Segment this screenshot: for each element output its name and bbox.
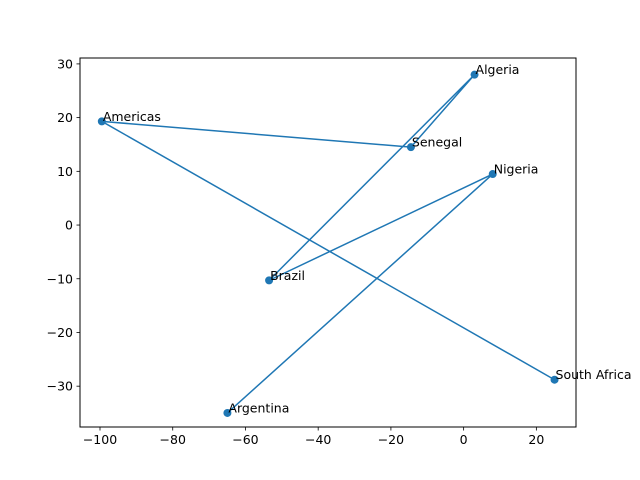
data-point [97, 117, 106, 126]
data-point [488, 170, 497, 179]
x-tick-label: −80 [160, 432, 186, 447]
data-point [470, 70, 479, 79]
y-axis: −30 −20 −10 0 10 20 30 [47, 56, 80, 394]
y-tick-label: −10 [47, 271, 73, 286]
axes-frame [79, 57, 577, 428]
x-tick-label: −60 [232, 432, 258, 447]
y-tick-label: 10 [57, 164, 73, 179]
y-tick-label: 30 [57, 56, 73, 71]
x-tick-label: −20 [378, 432, 404, 447]
point-label: South Africa [556, 367, 632, 382]
x-axis: −100 −80 −60 −40 −20 0 20 [83, 427, 544, 447]
point-label: Brazil [270, 268, 305, 283]
data-point [223, 408, 232, 417]
point-label: Nigeria [494, 162, 539, 177]
x-tick-label: −100 [83, 432, 117, 447]
x-tick-label: 20 [528, 432, 544, 447]
point-label: Americas [103, 109, 161, 124]
y-tick-label: 20 [57, 110, 73, 125]
y-tick-label: 0 [65, 218, 73, 233]
plot-area: Argentina Nigeria Brazil Algeria Senegal Amer… [97, 62, 632, 417]
y-tick-label: −30 [47, 379, 73, 394]
point-label: Senegal [412, 135, 462, 150]
point-label: Algeria [476, 62, 520, 77]
x-tick-label: −40 [305, 432, 331, 447]
data-point [550, 375, 559, 384]
x-tick-label: 0 [460, 432, 468, 447]
data-point [265, 276, 274, 285]
data-point [406, 143, 415, 152]
point-label: Argentina [228, 400, 289, 415]
y-tick-label: −20 [47, 325, 73, 340]
